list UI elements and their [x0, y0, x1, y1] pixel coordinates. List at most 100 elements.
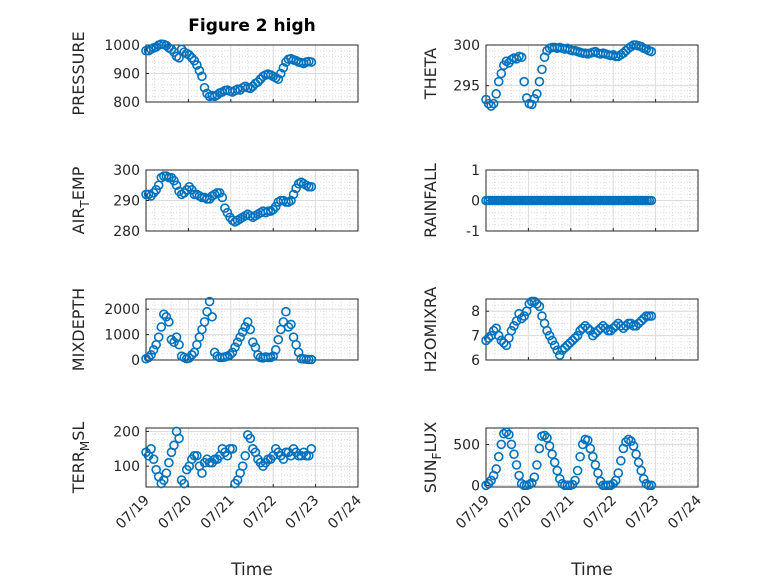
data-point [291, 183, 301, 194]
data-point [580, 321, 591, 331]
data-point [486, 475, 496, 486]
data-point [174, 433, 184, 444]
data-point [572, 465, 583, 476]
x-tick-label: 07/23 [283, 493, 323, 533]
data-point [491, 464, 501, 474]
data-point [486, 101, 496, 111]
x-tick-label: 07/22 [580, 493, 620, 533]
data-point [153, 332, 164, 342]
data-point [585, 443, 596, 454]
axes-air-temp: 280 290 300 AIRTEMP [69, 163, 359, 240]
data-point [493, 451, 504, 462]
y-tick-label: 100 [113, 459, 140, 475]
y-tick-label: 1 [471, 163, 480, 179]
y-tick-label: 280 [113, 224, 140, 240]
data-point [248, 337, 258, 348]
series-pressure [141, 39, 317, 102]
data-point [534, 76, 545, 87]
data-point [306, 181, 317, 192]
axes-pressure: 800 900 1000 PRESSURE [69, 31, 359, 116]
y-tick-label: 6 [471, 353, 480, 369]
data-point [631, 321, 641, 331]
y-tick-label: 0 [471, 194, 480, 210]
y-axis-label: SUNFLUX [421, 422, 444, 494]
data-point [501, 427, 512, 437]
data-point [245, 324, 256, 335]
y-axis-label: THETA [421, 48, 440, 100]
data-point [235, 332, 245, 342]
y-axis-label: MIXDEPTH [69, 288, 88, 371]
data-point [539, 430, 550, 441]
data-point [532, 299, 542, 309]
data-point [572, 330, 583, 341]
data-point [222, 207, 233, 218]
data-point [194, 65, 205, 76]
data-point [526, 478, 537, 488]
data-point [509, 449, 519, 460]
data-point [588, 451, 598, 462]
data-point [230, 342, 240, 353]
data-point [590, 328, 601, 338]
data-point [542, 325, 552, 336]
data-point [220, 203, 230, 213]
data-point [582, 435, 593, 446]
data-point [582, 323, 593, 334]
x-tick-label: 07/20 [495, 493, 535, 533]
data-point [646, 480, 657, 491]
data-point [237, 461, 248, 471]
data-point [283, 322, 294, 332]
data-point [646, 46, 657, 57]
data-point [628, 441, 639, 451]
data-point [542, 433, 552, 443]
data-point [202, 306, 212, 317]
data-point [549, 340, 560, 351]
data-point [179, 478, 189, 489]
data-point [532, 460, 542, 470]
series-h2omixra [481, 296, 657, 360]
data-point [166, 44, 177, 55]
data-point [511, 54, 522, 64]
y-tick-label: 7 [471, 329, 480, 345]
data-point [562, 340, 573, 351]
y-tick-label: 0 [471, 478, 480, 494]
data-point [552, 465, 563, 476]
y-axis-label: TERRMSL [69, 422, 92, 495]
data-point [169, 175, 179, 186]
data-point [544, 330, 555, 341]
data-point [186, 53, 197, 63]
data-point [499, 338, 509, 348]
axes-h2omixra: 6 7 8 H2OMIXRA [421, 287, 699, 373]
data-point [164, 317, 174, 327]
x-tick-label: 07/22 [240, 493, 280, 533]
data-point [483, 333, 494, 343]
data-point [557, 345, 568, 356]
data-point [197, 71, 207, 82]
y-tick-label: -1 [466, 224, 480, 240]
data-point [270, 201, 281, 212]
data-point [276, 68, 286, 79]
data-point [146, 350, 156, 360]
data-point [534, 443, 545, 454]
y-axis-label: PRESSURE [69, 31, 88, 115]
data-point [631, 449, 641, 460]
data-point [560, 342, 570, 353]
data-point [306, 57, 317, 67]
data-point [549, 457, 560, 468]
series-terr-msl [141, 426, 317, 489]
data-point [544, 441, 555, 451]
data-point [245, 83, 256, 94]
data-point [164, 457, 174, 468]
y-tick-label: 1000 [104, 328, 140, 344]
data-point [227, 347, 238, 358]
data-point [554, 350, 565, 360]
data-point [636, 465, 646, 476]
y-axis-label: H2OMIXRA [421, 287, 440, 373]
data-point [570, 333, 580, 343]
data-point [156, 322, 167, 332]
axes-terr-msl: 100 200 TERRMSL 07/19 07/20 07/21 07/22 07/23 07… [69, 422, 365, 580]
data-point [506, 325, 517, 336]
data-point [171, 180, 182, 191]
series-mixdepth [141, 296, 317, 365]
data-point [598, 321, 608, 331]
data-point [633, 318, 644, 329]
